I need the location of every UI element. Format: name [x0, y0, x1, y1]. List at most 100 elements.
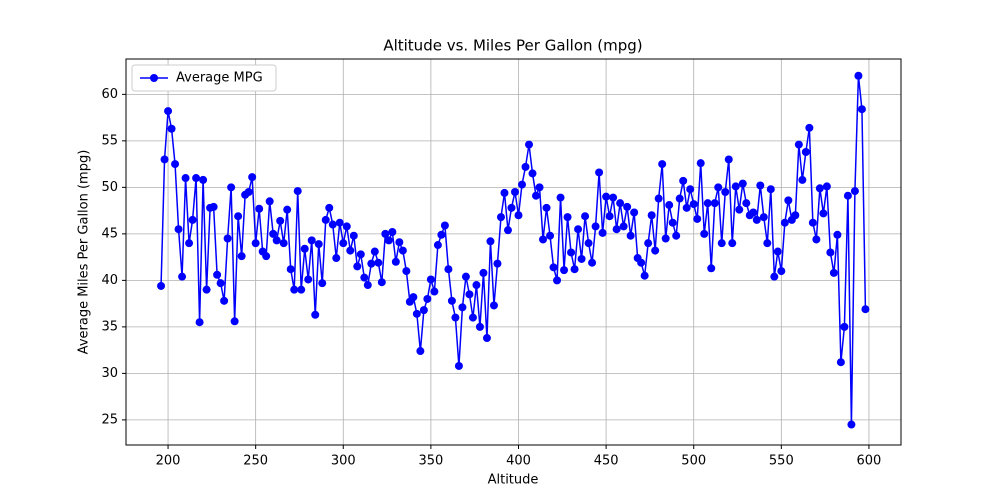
- data-point: [458, 303, 467, 312]
- data-point: [773, 247, 782, 256]
- data-point: [658, 160, 667, 169]
- data-point: [409, 293, 418, 302]
- data-point: [749, 208, 758, 217]
- data-point: [332, 254, 341, 263]
- x-axis-label: Altitude: [488, 473, 539, 488]
- data-point: [318, 279, 327, 288]
- data-point: [216, 279, 225, 288]
- data-point: [714, 183, 723, 192]
- data-point: [437, 230, 446, 239]
- y-tick-label: 55: [101, 133, 118, 148]
- data-point: [475, 322, 484, 331]
- data-point: [854, 71, 863, 80]
- data-point: [454, 361, 463, 370]
- y-tick-label: 60: [101, 87, 118, 102]
- data-point: [584, 239, 593, 248]
- plot-frame: [125, 58, 902, 446]
- data-point: [227, 183, 236, 192]
- data-point: [602, 192, 611, 201]
- data-point: [595, 168, 604, 177]
- data-point: [528, 169, 537, 178]
- data-point: [525, 140, 534, 149]
- data-point: [185, 239, 194, 248]
- data-point: [651, 246, 660, 255]
- data-point: [388, 228, 397, 237]
- data-point: [157, 281, 166, 290]
- data-point: [178, 272, 187, 281]
- data-point: [777, 267, 786, 276]
- data-point: [398, 246, 407, 255]
- data-point: [833, 230, 842, 239]
- data-point: [686, 185, 695, 194]
- data-point: [770, 272, 779, 281]
- data-point: [710, 199, 719, 208]
- data-point: [556, 193, 565, 202]
- data-point: [717, 239, 726, 248]
- data-point: [665, 201, 674, 210]
- data-point: [377, 278, 386, 287]
- data-point: [542, 203, 551, 212]
- data-point: [465, 290, 474, 299]
- data-point: [489, 301, 498, 310]
- data-point: [588, 258, 597, 267]
- data-point: [763, 239, 772, 248]
- data-point: [707, 264, 716, 273]
- data-point: [721, 188, 730, 197]
- data-point: [433, 241, 442, 250]
- x-tick-label: 350: [418, 454, 443, 469]
- data-point: [609, 193, 618, 202]
- legend-marker: [150, 74, 158, 82]
- data-point: [384, 236, 393, 245]
- data-point: [416, 347, 425, 356]
- data-point: [546, 231, 555, 240]
- data-point: [577, 254, 586, 263]
- data-point: [269, 229, 278, 238]
- y-tick-label: 45: [101, 226, 118, 241]
- data-point: [794, 140, 803, 149]
- data-point: [181, 174, 190, 183]
- data-point: [262, 252, 271, 261]
- data-point: [759, 213, 768, 222]
- data-point: [307, 236, 316, 245]
- data-point: [843, 191, 852, 200]
- y-tick-label: 30: [101, 366, 118, 381]
- data-point: [391, 257, 400, 266]
- data-line: [160, 75, 867, 425]
- data-point: [279, 239, 288, 248]
- data-point: [826, 248, 835, 257]
- data-point: [174, 225, 183, 234]
- data-point: [581, 212, 590, 221]
- data-point: [297, 285, 306, 294]
- data-point: [328, 220, 337, 229]
- data-point: [430, 287, 439, 296]
- data-point: [423, 294, 432, 303]
- data-point: [812, 235, 821, 244]
- data-point: [251, 239, 260, 248]
- data-point: [567, 248, 576, 257]
- data-point: [356, 250, 365, 259]
- data-point: [647, 211, 656, 220]
- data-point: [370, 247, 379, 256]
- data-point: [500, 188, 509, 197]
- data-point: [679, 176, 688, 185]
- data-point: [815, 184, 824, 193]
- data-point: [616, 199, 625, 208]
- data-point: [496, 213, 505, 222]
- data-point: [335, 218, 344, 227]
- data-point: [367, 259, 376, 268]
- data-point: [654, 194, 663, 203]
- data-point: [223, 234, 232, 243]
- data-point: [479, 268, 488, 277]
- data-point: [220, 296, 229, 305]
- data-point: [532, 191, 541, 200]
- data-point: [342, 222, 351, 231]
- data-point: [283, 205, 292, 214]
- data-point: [272, 236, 281, 245]
- y-tick-label: 25: [101, 412, 118, 427]
- y-axis-label: Average Miles Per Gallon (mpg): [77, 150, 92, 355]
- data-point: [164, 107, 173, 116]
- data-point: [850, 187, 859, 196]
- data-point: [402, 267, 411, 276]
- data-point: [819, 209, 828, 218]
